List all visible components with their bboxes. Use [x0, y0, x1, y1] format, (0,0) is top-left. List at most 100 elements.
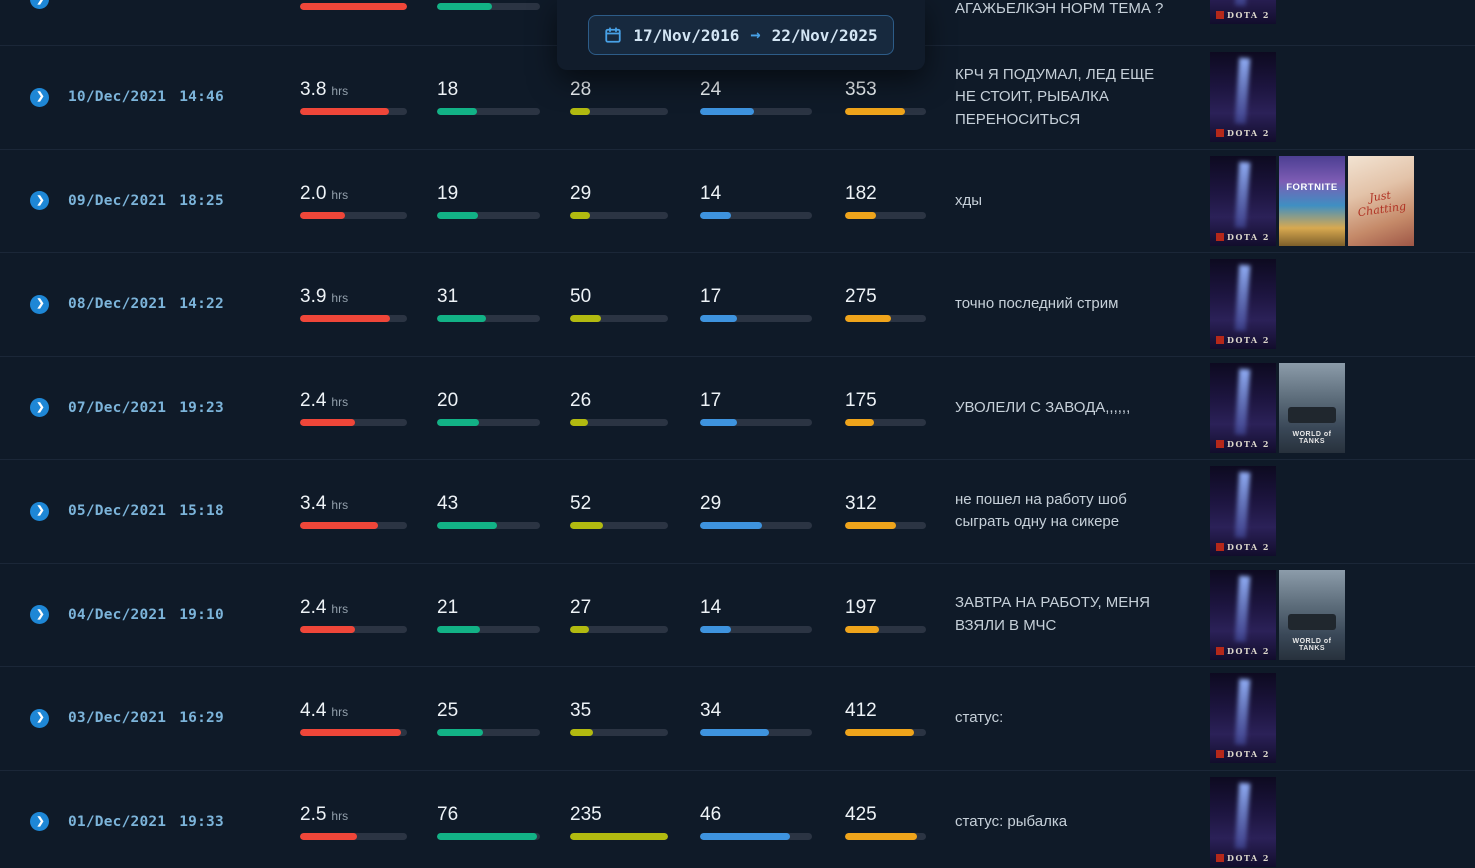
followers-gained-value: 17 — [700, 389, 722, 411]
stream-time: 14:22 — [179, 296, 224, 313]
max-viewers-value: 26 — [570, 389, 592, 411]
duration-value: 3.9 hrs — [300, 286, 349, 308]
max-viewers-value: 27 — [570, 596, 592, 618]
expand-row-button[interactable]: ❯ — [30, 87, 49, 107]
date-range-field[interactable]: 17/Nov/2016 → 22/Nov/2025 — [588, 15, 894, 55]
date-range-popup: 17/Nov/2016 → 22/Nov/2025 — [557, 0, 925, 70]
stream-row: ❯ 03/Dec/2021 16:29 4.4 hrs 25 35 34 412 … — [0, 667, 1475, 771]
stream-time: 19:10 — [179, 606, 224, 623]
game-art — [1210, 52, 1276, 143]
metric-views: 175 — [845, 357, 955, 460]
expand-row-button[interactable]: ❯ — [30, 0, 49, 9]
expand-row-button[interactable]: ❯ — [30, 398, 49, 418]
game-thumbnail-fortnite[interactable]: FORTNITE — [1279, 155, 1345, 246]
game-thumbnail-dota2[interactable]: DOTA 2 — [1210, 673, 1276, 764]
game-thumbnail-worldoftanks[interactable]: WORLD of TANKS — [1279, 362, 1345, 453]
views-bar — [845, 315, 926, 323]
metric-max-viewers: 50 — [570, 253, 700, 356]
game-thumbnails: DOTA 2 WORLD of TANKS — [1205, 569, 1475, 660]
stream-time: 15:18 — [179, 503, 224, 520]
followers-gained-value: 17 — [700, 286, 722, 308]
stream-datetime: 08/Dec/2021 14:22 — [68, 296, 300, 312]
game-thumbnail-dota2[interactable]: DOTA 2 — [1210, 466, 1276, 557]
metric-max-viewers: 35 — [570, 667, 700, 770]
game-art — [1279, 569, 1345, 660]
views-value: 175 — [845, 389, 877, 411]
stream-row: ❯ 04/Dec/2021 19:10 2.4 hrs 21 27 14 197 … — [0, 564, 1475, 667]
duration-bar — [300, 522, 407, 530]
expand-row-button[interactable]: ❯ — [30, 708, 49, 728]
game-thumbnail-dota2[interactable]: DOTA 2 — [1210, 52, 1276, 143]
max-viewers-value: 28 — [570, 79, 592, 101]
duration-bar — [300, 832, 407, 840]
game-thumbnail-dota2[interactable]: DOTA 2 — [1210, 0, 1276, 24]
game-thumbnail-dota2[interactable]: DOTA 2 — [1210, 155, 1276, 246]
expand-row-button[interactable]: ❯ — [30, 191, 49, 211]
game-thumbnail-worldoftanks[interactable]: WORLD of TANKS — [1279, 569, 1345, 660]
game-thumbnail-dota2[interactable]: DOTA 2 — [1210, 569, 1276, 660]
metric-duration: 4.4 hrs — [300, 667, 437, 770]
followers-gained-value: 14 — [700, 596, 722, 618]
avg-viewers-bar — [437, 3, 540, 10]
max-viewers-bar-fill — [570, 315, 602, 323]
views-value: 425 — [845, 803, 877, 825]
metric-duration: 2.5 hrs — [300, 771, 437, 868]
row-expand-cell: ❯ — [30, 812, 68, 832]
duration-value: 2.5 hrs — [300, 803, 349, 825]
chevron-right-icon: ❯ — [36, 91, 45, 103]
metric-followers-gained: 17 — [700, 357, 845, 460]
followers-gained-bar — [700, 211, 812, 219]
max-viewers-bar — [570, 315, 668, 323]
expand-row-button[interactable]: ❯ — [30, 294, 49, 314]
max-viewers-bar-fill — [570, 832, 668, 840]
stream-time: 19:33 — [179, 813, 224, 830]
game-thumbnail-dota2[interactable]: DOTA 2 — [1210, 259, 1276, 350]
game-label: DOTA 2 — [1210, 853, 1276, 863]
game-thumbnail-dota2[interactable]: DOTA 2 — [1210, 362, 1276, 453]
game-thumbnail-dota2[interactable]: DOTA 2 — [1210, 776, 1276, 867]
expand-row-button[interactable]: ❯ — [30, 501, 49, 521]
chevron-right-icon: ❯ — [36, 0, 44, 5]
views-bar — [845, 832, 926, 840]
views-bar-fill — [845, 729, 914, 737]
followers-gained-value: 14 — [700, 182, 722, 204]
expand-row-button[interactable]: ❯ — [30, 812, 49, 832]
metric-avg-viewers: 31 — [437, 253, 570, 356]
game-art — [1348, 155, 1414, 246]
game-art — [1210, 466, 1276, 557]
row-expand-cell: ❯ — [30, 398, 68, 418]
date-range-start[interactable]: 17/Nov/2016 — [633, 25, 740, 45]
max-viewers-bar-fill — [570, 108, 590, 116]
stream-date: 07/Dec/2021 — [68, 399, 167, 416]
duration-bar-fill — [300, 211, 345, 219]
expand-row-button[interactable]: ❯ — [30, 605, 49, 625]
stream-time: 16:29 — [179, 710, 224, 727]
duration-value: 3.8 hrs — [300, 79, 349, 101]
max-viewers-bar — [570, 832, 668, 840]
max-viewers-bar — [570, 418, 668, 426]
avg-viewers-bar — [437, 522, 540, 530]
stream-row: ❯ 07/Dec/2021 19:23 2.4 hrs 20 26 17 175 … — [0, 357, 1475, 460]
game-label: DOTA 2 — [1210, 646, 1276, 656]
metric-avg-viewers: 25 — [437, 667, 570, 770]
followers-gained-value: 34 — [700, 700, 722, 722]
metric-duration: 2.4 hrs — [300, 357, 437, 460]
game-thumbnail-justchatting[interactable]: Just Chatting — [1348, 155, 1414, 246]
duration-bar-fill — [300, 3, 407, 10]
max-viewers-value: 52 — [570, 493, 592, 515]
views-bar — [845, 625, 926, 633]
avg-viewers-bar-fill — [437, 832, 537, 840]
duration-bar — [300, 315, 407, 323]
chevron-right-icon: ❯ — [36, 401, 45, 413]
game-art — [1279, 362, 1345, 453]
stream-title: точно последний стрим — [955, 295, 1119, 312]
duration-value: 4.4 hrs — [300, 700, 349, 722]
row-expand-cell: ❯ — [30, 708, 68, 728]
duration-value: 2.4 hrs — [300, 389, 349, 411]
max-viewers-bar — [570, 625, 668, 633]
game-thumbnails: DOTA 2 — [1205, 466, 1475, 557]
date-range-end[interactable]: 22/Nov/2025 — [771, 25, 878, 45]
stream-title: ЗАВТРА НА РАБОТУ, МЕНЯ ВЗЯЛИ В МЧС — [955, 594, 1150, 634]
followers-gained-bar-fill — [700, 522, 762, 530]
avg-viewers-value: 18 — [437, 79, 459, 101]
